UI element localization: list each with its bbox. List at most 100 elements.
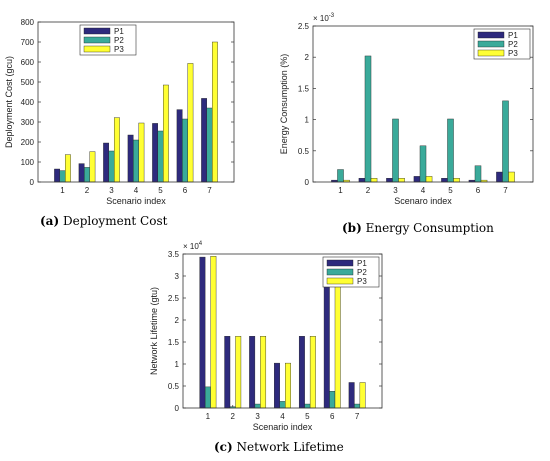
bar-P2-5 — [304, 403, 311, 409]
bar-P1-5 — [298, 336, 305, 409]
bar-P1-3 — [249, 336, 256, 409]
legend-swatch-P1 — [477, 31, 505, 39]
bar-P3-1 — [64, 154, 71, 183]
legend-label-P2: P2 — [508, 40, 518, 49]
bar-P3-2 — [370, 178, 378, 183]
legend-swatch-P1 — [326, 259, 354, 267]
x-tick-label: 1 — [206, 412, 211, 421]
bar-P3-5 — [309, 336, 316, 409]
bar-P1-2 — [358, 178, 366, 183]
bar-P1-4 — [274, 362, 280, 409]
axis-exponent: × 104 — [183, 241, 203, 251]
caption-b-text: Energy Consumption — [365, 221, 494, 235]
x-tick-label: 5 — [305, 412, 310, 421]
x-axis-label: Scenaro index — [394, 196, 452, 206]
y-tick-label: 3 — [175, 272, 180, 281]
x-tick-label: 1 — [60, 186, 65, 195]
bar-P3-3 — [398, 178, 405, 183]
y-axis-label: Deployment Cost (gcu) — [4, 56, 14, 148]
bar-P2-4 — [419, 145, 427, 183]
bar-P1-1 — [54, 168, 61, 183]
caption-c-label: (c) — [214, 440, 233, 454]
y-tick-label: 200 — [21, 138, 35, 147]
bar-P3-7 — [211, 41, 218, 183]
bar-P1-7 — [348, 382, 355, 409]
bar-P3-6 — [334, 269, 341, 409]
caption-a-text: Deployment Cost — [62, 214, 168, 228]
bar-P1-5 — [441, 178, 448, 183]
y-tick-label: 500 — [21, 78, 35, 87]
x-tick-label: 1 — [338, 186, 343, 195]
bar-P1-7 — [496, 171, 503, 183]
axis-exponent-power: -3 — [329, 13, 335, 19]
bar-P1-4 — [413, 176, 421, 183]
caption-b-label: (b) — [342, 221, 362, 235]
legend-label-P3: P3 — [357, 277, 367, 286]
y-axis-label: Network Lifetime (gtu) — [149, 287, 159, 375]
bar-P2-2 — [364, 55, 372, 183]
bar-P2-3 — [392, 118, 399, 183]
chart-c: 0 0.5 1 1.5 2 2.5 3 3.5 1 2 3 4 5 6 7 Scenario index Net… — [149, 241, 383, 432]
legend-label-P1: P1 — [508, 31, 518, 40]
y-tick-label: 700 — [21, 38, 35, 47]
bar-P1-6 — [323, 269, 330, 409]
x-tick-label: 2 — [231, 412, 236, 421]
y-tick-label: 0 — [305, 178, 310, 187]
bar-P2-7 — [206, 107, 213, 183]
bar-P1-2 — [224, 336, 231, 409]
y-tick-label: 400 — [21, 98, 35, 107]
x-tick-label: 4 — [280, 412, 285, 421]
x-tick-label: 7 — [355, 412, 360, 421]
bar-P1-2 — [78, 163, 85, 183]
bar-P2-1 — [59, 170, 66, 183]
y-tick-label: 1.5 — [168, 338, 180, 347]
bar-P3-3 — [113, 117, 120, 183]
y-tick-label: 800 — [21, 18, 35, 27]
y-tick-label: 1 — [305, 116, 310, 125]
bar-P2-4 — [133, 139, 139, 183]
y-tick-label: 2 — [305, 53, 310, 62]
bar-P3-5 — [162, 84, 169, 183]
legend-swatch-P3 — [326, 277, 354, 285]
bar-P1-3 — [386, 178, 393, 183]
bar-P3-7 — [508, 171, 515, 183]
x-tick-label: 7 — [503, 186, 508, 195]
y-tick-label: 0.5 — [168, 382, 180, 391]
x-tick-label: 7 — [207, 186, 212, 195]
plot-frame — [37, 21, 235, 183]
x-tick-label: 3 — [109, 186, 114, 195]
axis-exponent: × 10-3 — [313, 13, 335, 23]
bar-P2-6 — [182, 118, 188, 183]
y-tick-label: 0 — [30, 178, 35, 187]
caption-b: (b) Energy Consumption — [342, 221, 494, 235]
legend-swatch-P2 — [326, 268, 354, 276]
x-axis-label: Scenario index — [106, 196, 166, 206]
caption-a: (a) Deployment Cost — [40, 214, 167, 228]
bar-P3-3 — [260, 336, 267, 409]
x-tick-label: 5 — [448, 186, 453, 195]
caption-a-label: (a) — [40, 214, 60, 228]
bar-P2-7 — [502, 100, 509, 183]
bar-P3-4 — [138, 122, 145, 183]
y-tick-label: 3.5 — [168, 250, 180, 259]
bar-P1-4 — [127, 134, 134, 183]
legend-label-P3: P3 — [114, 45, 124, 54]
legend-swatch-P2 — [477, 40, 505, 48]
bar-P2-4 — [279, 401, 286, 409]
y-tick-label: 1 — [175, 360, 180, 369]
plot-frame — [312, 25, 534, 183]
bar-P3-6 — [187, 63, 194, 183]
bar-P3-7 — [359, 382, 366, 409]
y-tick-label: 1.5 — [298, 84, 310, 93]
legend-swatch-P2 — [83, 36, 111, 44]
bar-P3-5 — [453, 178, 460, 183]
bar-P3-2 — [235, 336, 242, 409]
caption-c: (c) Network Lifetime — [214, 440, 344, 454]
legend-swatch-P3 — [83, 45, 111, 53]
plot-frame — [182, 253, 383, 409]
bar-P1-7 — [201, 98, 208, 183]
legend-swatch-P1 — [83, 27, 111, 35]
bar-P1-3 — [103, 142, 110, 183]
legend-label-P3: P3 — [508, 49, 518, 58]
bar-P2-7 — [354, 403, 361, 409]
